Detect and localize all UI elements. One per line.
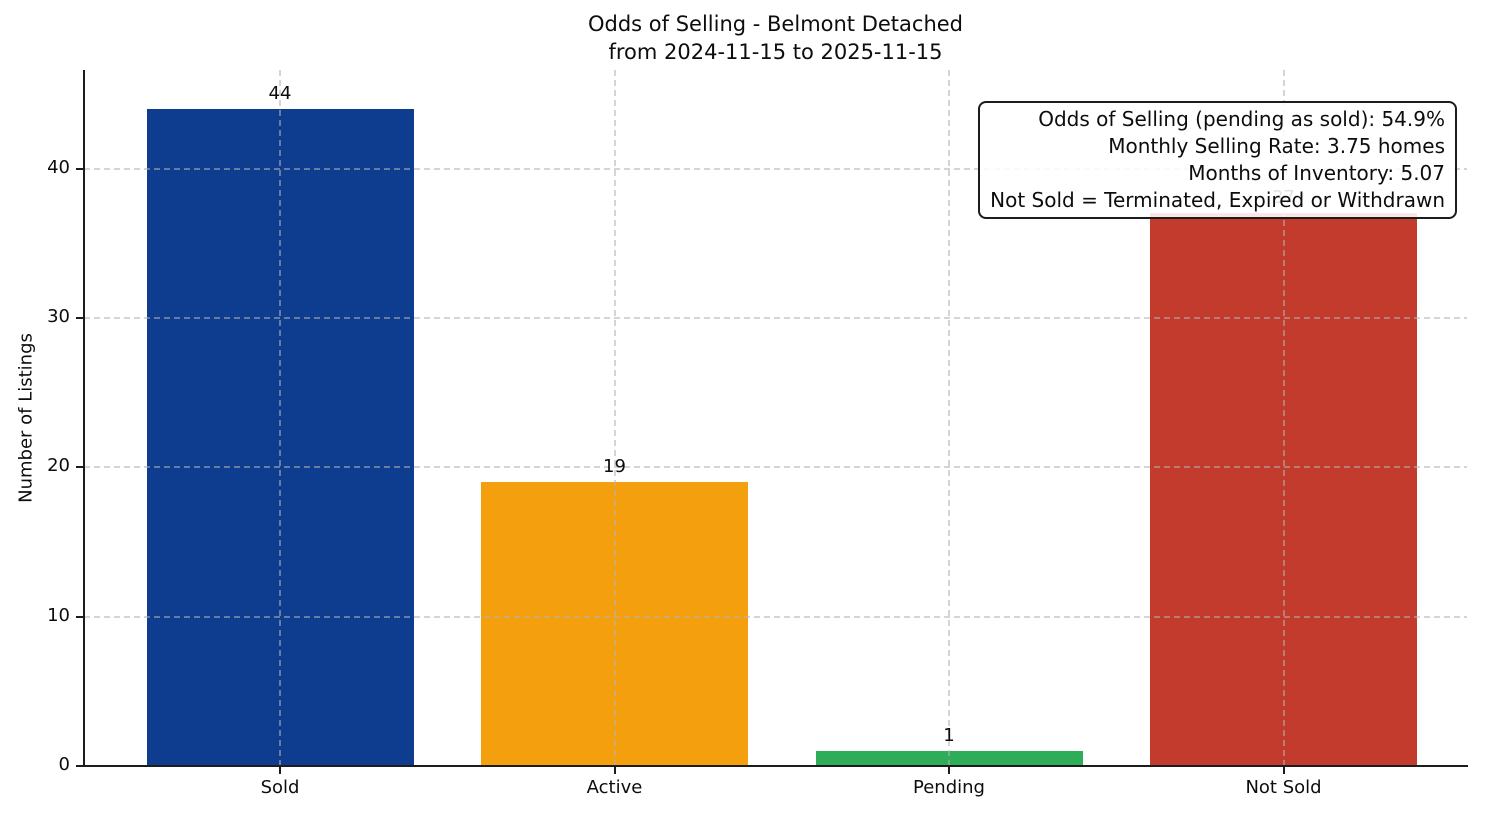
x-tick-label-active: Active xyxy=(586,777,643,798)
y-tick xyxy=(76,316,84,319)
x-tick xyxy=(948,766,950,774)
v-gridline xyxy=(613,70,616,766)
annotation-line: Monthly Selling Rate: 3.75 homes xyxy=(1108,134,1445,158)
x-tick xyxy=(613,766,616,774)
x-axis-spine xyxy=(82,765,1468,767)
h-gridline xyxy=(84,167,1467,170)
x-tick xyxy=(1282,766,1285,774)
h-gridline xyxy=(84,316,1467,319)
chart-title: Odds of Selling - Belmont Detached from … xyxy=(84,10,1467,66)
chart-title-line1: Odds of Selling - Belmont Detached xyxy=(587,12,964,36)
chart-title-line2: from 2024-11-15 to 2025-11-15 xyxy=(608,40,943,64)
bar-value-label-sold: 44 xyxy=(268,82,292,104)
bar-value-label-pending: 1 xyxy=(943,725,955,747)
h-gridline xyxy=(84,466,1467,469)
y-tick xyxy=(76,167,84,170)
y-tick xyxy=(76,466,84,469)
h-gridline xyxy=(84,615,1467,618)
y-tick xyxy=(76,765,84,767)
x-tick-label-not-sold: Not Sold xyxy=(1245,777,1322,798)
v-gridline xyxy=(279,70,281,766)
annotation-line: Months of Inventory: 5.07 xyxy=(1188,161,1445,185)
y-axis-label: Number of Listings xyxy=(15,333,37,503)
y-tick-label: 10 xyxy=(47,604,70,626)
bar-value-label-active: 19 xyxy=(603,456,626,478)
annotation-line: Odds of Selling (pending as sold): 54.9% xyxy=(1038,107,1445,131)
y-tick xyxy=(76,615,84,618)
y-tick-label: 40 xyxy=(47,156,70,178)
x-tick-label-pending: Pending xyxy=(913,777,985,798)
v-gridline xyxy=(948,70,950,766)
y-axis-spine xyxy=(83,70,85,767)
x-tick-label-sold: Sold xyxy=(260,777,300,798)
x-tick xyxy=(279,766,281,774)
y-tick-label: 0 xyxy=(58,754,70,775)
annotation-box: Odds of Selling (pending as sold): 54.9%… xyxy=(978,101,1457,219)
y-tick-label: 20 xyxy=(47,455,70,477)
v-gridline xyxy=(1282,70,1285,766)
y-tick-label: 30 xyxy=(47,305,70,327)
annotation-line: Not Sold = Terminated, Expired or Withdr… xyxy=(990,188,1445,212)
plot-area: 4419137 Odds of Selling (pending as sold… xyxy=(82,70,1468,767)
